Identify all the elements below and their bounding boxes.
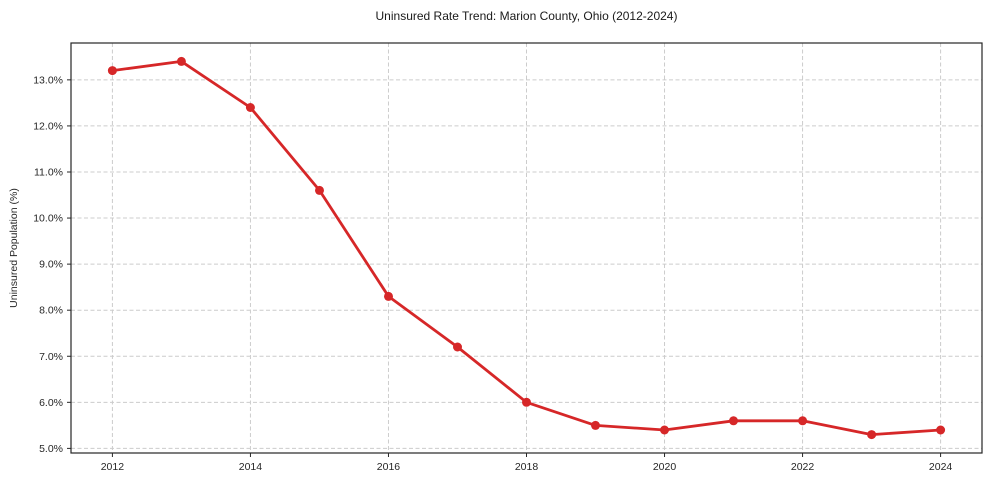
data-point [591,420,600,430]
y-tick-label: 7.0% [39,351,63,363]
data-point [660,425,669,435]
data-point [315,185,324,195]
data-point [867,430,877,440]
chart-title: Uninsured Rate Trend: Marion County, Ohi… [375,9,678,23]
data-point [245,103,255,112]
y-tick-label: 12.0% [33,120,63,132]
y-tick-label: 11.0% [34,166,63,178]
x-tick-label: 2024 [929,461,953,473]
data-point [176,56,186,66]
y-tick-label: 8.0% [39,305,63,317]
y-axis-label: Uninsured Population (%) [8,188,20,308]
data-point [384,291,393,301]
data-point [107,66,117,76]
x-tick-label: 2018 [515,461,539,473]
y-tick-label: 5.0% [39,443,63,455]
x-tick-label: 2016 [377,461,401,473]
x-tick-label: 2020 [653,461,677,473]
y-tick-label: 13.0% [33,74,63,86]
data-point [522,397,531,407]
data-point [453,342,462,352]
data-point [936,425,946,435]
y-tick-label: 9.0% [39,259,63,271]
x-tick-label: 2014 [239,461,263,473]
x-tick-label: 2022 [791,461,815,473]
x-tick-label: 2012 [101,461,125,473]
data-point [729,416,738,426]
data-point [798,416,808,426]
y-tick-label: 10.0% [33,213,63,225]
plot-border [70,42,983,454]
y-tick-label: 6.0% [39,397,63,409]
